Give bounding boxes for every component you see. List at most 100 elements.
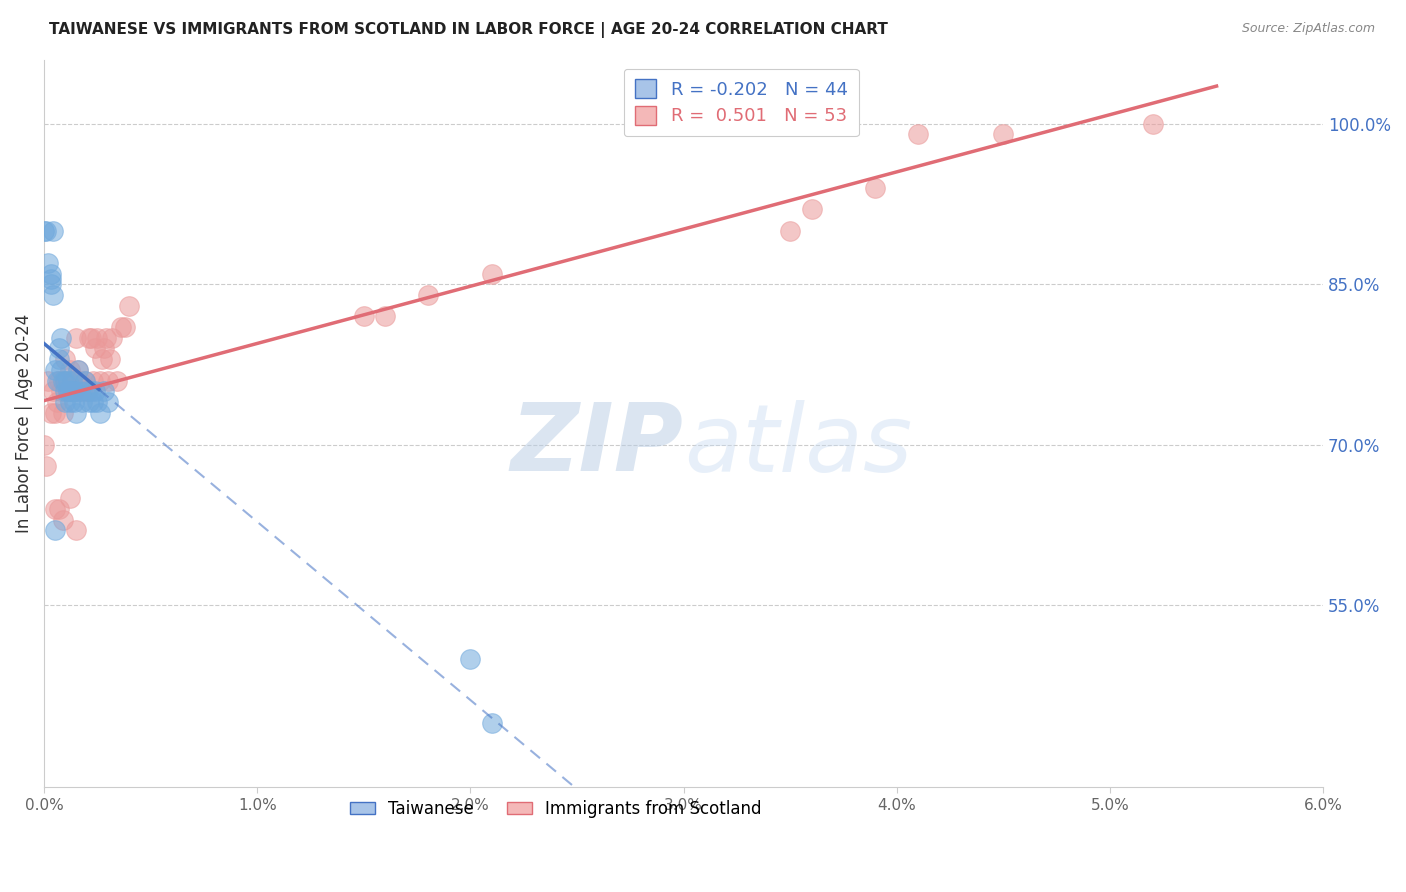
Point [374, 310, 396, 324]
Point [1142, 117, 1164, 131]
Point [98, 352, 121, 367]
Point [93, 384, 115, 399]
Point [56, 384, 79, 399]
Point [37, 374, 59, 388]
Point [76, 384, 98, 399]
Point [48, 342, 70, 356]
Point [73, 374, 96, 388]
Point [80, 331, 103, 345]
Point [86, 395, 108, 409]
Point [84, 342, 107, 356]
Point [39, 267, 62, 281]
Point [51, 384, 73, 399]
Point [84, 384, 107, 399]
Point [48, 352, 70, 367]
Point [55, 395, 77, 409]
Point [60, 384, 83, 399]
Point [55, 374, 77, 388]
Point [56, 384, 79, 399]
Point [41, 224, 63, 238]
Point [60, 374, 83, 388]
Point [45, 395, 67, 409]
Y-axis label: In Labor Force | Age 20-24: In Labor Force | Age 20-24 [15, 314, 32, 533]
Point [90, 352, 112, 367]
Point [51, 331, 73, 345]
Point [65, 384, 87, 399]
Point [89, 374, 111, 388]
Point [993, 128, 1015, 142]
Point [101, 331, 124, 345]
Point [97, 395, 120, 409]
Point [44, 363, 66, 377]
Point [55, 352, 77, 367]
Text: atlas: atlas [683, 400, 912, 491]
Point [32, 438, 55, 452]
Point [77, 395, 100, 409]
Point [865, 181, 887, 195]
Point [45, 374, 67, 388]
Point [76, 384, 98, 399]
Point [44, 406, 66, 420]
Point [72, 395, 94, 409]
Point [69, 374, 91, 388]
Point [35, 459, 58, 474]
Text: TAIWANESE VS IMMIGRANTS FROM SCOTLAND IN LABOR FORCE | AGE 20-24 CORRELATION CHA: TAIWANESE VS IMMIGRANTS FROM SCOTLAND IN… [49, 22, 889, 38]
Point [94, 331, 117, 345]
Point [60, 374, 83, 388]
Point [481, 716, 503, 731]
Point [481, 267, 503, 281]
Point [416, 288, 439, 302]
Point [73, 374, 96, 388]
Point [118, 299, 141, 313]
Point [39, 277, 62, 292]
Text: Source: ZipAtlas.com: Source: ZipAtlas.com [1241, 22, 1375, 36]
Point [41, 384, 63, 399]
Point [82, 374, 104, 388]
Point [59, 363, 82, 377]
Point [353, 310, 375, 324]
Point [65, 331, 87, 345]
Point [39, 406, 62, 420]
Point [97, 374, 120, 388]
Point [65, 524, 87, 538]
Point [63, 384, 86, 399]
Point [89, 406, 111, 420]
Point [59, 384, 82, 399]
Point [32, 224, 55, 238]
Point [67, 363, 90, 377]
Point [77, 331, 100, 345]
Point [69, 384, 91, 399]
Point [86, 331, 108, 345]
Point [65, 406, 87, 420]
Point [80, 384, 103, 399]
Point [110, 320, 132, 334]
Point [114, 320, 136, 334]
Point [59, 491, 82, 506]
Point [105, 374, 128, 388]
Point [37, 256, 59, 270]
Point [51, 363, 73, 377]
Point [56, 374, 79, 388]
Point [48, 502, 70, 516]
Point [800, 202, 823, 217]
Point [55, 384, 77, 399]
Point [35, 224, 58, 238]
Point [67, 363, 90, 377]
Point [72, 384, 94, 399]
Point [44, 502, 66, 516]
Point [39, 272, 62, 286]
Point [48, 374, 70, 388]
Point [63, 395, 86, 409]
Point [63, 384, 86, 399]
Point [52, 406, 75, 420]
Point [460, 652, 482, 666]
Point [52, 374, 75, 388]
Point [82, 395, 104, 409]
Point [779, 224, 801, 238]
Point [44, 524, 66, 538]
Point [41, 288, 63, 302]
Legend: Taiwanese, Immigrants from Scotland: Taiwanese, Immigrants from Scotland [342, 791, 770, 826]
Point [59, 395, 82, 409]
Point [52, 513, 75, 527]
Point [55, 374, 77, 388]
